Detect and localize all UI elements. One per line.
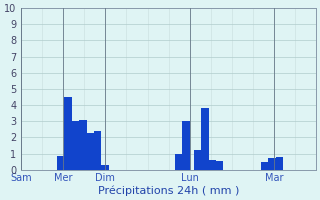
- Bar: [101, 165, 108, 170]
- Bar: [194, 150, 201, 170]
- Bar: [182, 121, 189, 170]
- Bar: [94, 131, 101, 170]
- Bar: [261, 162, 268, 170]
- Bar: [276, 157, 283, 170]
- X-axis label: Précipitations 24h ( mm ): Précipitations 24h ( mm ): [98, 185, 239, 196]
- Bar: [79, 120, 86, 170]
- Bar: [201, 108, 209, 170]
- Bar: [57, 156, 64, 170]
- Bar: [72, 121, 79, 170]
- Bar: [268, 158, 276, 170]
- Bar: [86, 133, 94, 170]
- Bar: [175, 154, 182, 170]
- Bar: [64, 97, 72, 170]
- Bar: [216, 161, 223, 170]
- Bar: [209, 160, 216, 170]
